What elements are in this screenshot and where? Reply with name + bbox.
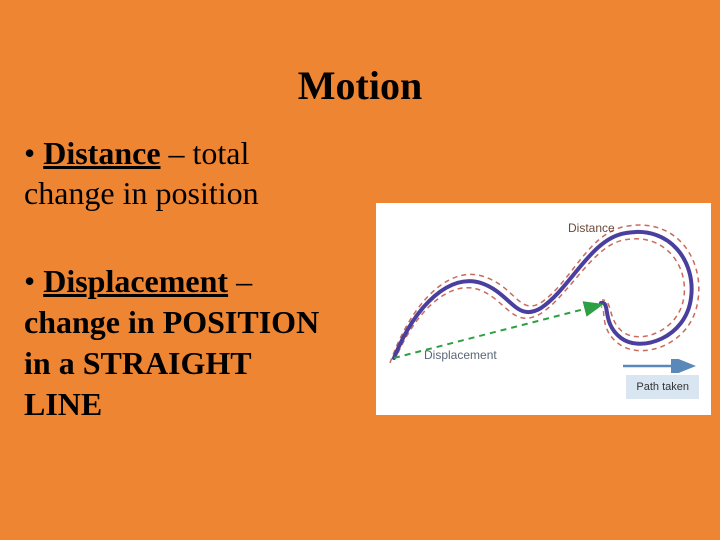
label-path-taken: Path taken [626,375,699,399]
text: POSITION [163,304,319,340]
sep: – [161,135,193,171]
label-distance: Distance [568,221,615,235]
text: in a [24,345,83,381]
text: total [193,135,250,171]
bullet-marker: • [24,263,35,299]
path-curve [394,232,692,358]
term-displacement: Displacement [43,263,228,299]
sep: – [228,263,252,299]
distance-dash-inner [398,239,684,353]
text: change in [24,304,163,340]
bullet-marker: • [24,135,35,171]
bullet-distance: • Distance – total change in position [24,133,384,213]
slide-title: Motion [0,0,720,109]
text: STRAIGHT [83,345,252,381]
label-displacement: Displacement [424,348,497,362]
text: change in position [24,175,259,211]
term-distance: Distance [43,135,160,171]
diagram-panel: Distance Displacement Path taken [376,203,711,415]
bullet-displacement: • Displacement – change in POSITION in a… [24,261,404,425]
text: LINE [24,386,102,422]
path-taken-arrow [621,359,699,373]
